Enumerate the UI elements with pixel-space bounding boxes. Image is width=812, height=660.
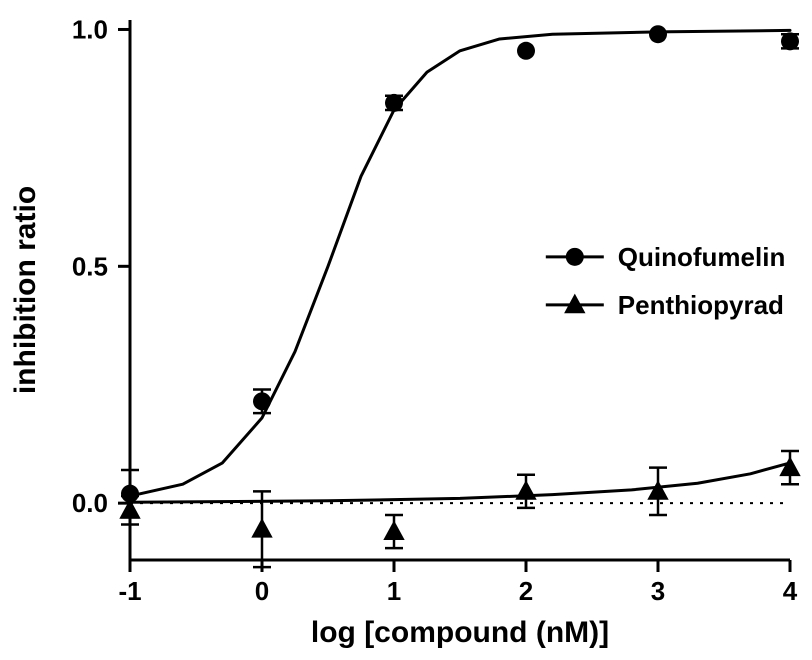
- y-axis-label: inhibition ratio: [9, 186, 42, 394]
- y-tick-label: 0.0: [72, 488, 108, 518]
- data-point-circle: [253, 392, 271, 410]
- data-point-circle: [566, 248, 584, 266]
- legend-label: Penthiopyrad: [618, 290, 784, 320]
- legend-label: Quinofumelin: [618, 242, 786, 272]
- x-tick-label: -1: [118, 576, 141, 606]
- dose-response-chart: 0.0 0.5 1.0 -1 0 1 2 3 4 log [compound (nM)] inhib…: [0, 0, 812, 660]
- x-tick-label: 3: [651, 576, 665, 606]
- data-point-circle: [781, 32, 799, 50]
- x-tick-label: 1: [387, 576, 401, 606]
- x-tick-label: 4: [783, 576, 798, 606]
- y-tick-label: 1.0: [72, 14, 108, 44]
- x-tick-label: 0: [255, 576, 269, 606]
- x-axis-label: log [compound (nM)]: [311, 616, 609, 649]
- data-point-circle: [517, 42, 535, 60]
- x-tick-label: 2: [519, 576, 533, 606]
- data-point-circle: [649, 25, 667, 43]
- y-tick-label: 0.5: [72, 251, 108, 281]
- chart-svg: 0.0 0.5 1.0 -1 0 1 2 3 4 log [compound (nM)] inhib…: [0, 0, 812, 660]
- data-point-circle: [385, 94, 403, 112]
